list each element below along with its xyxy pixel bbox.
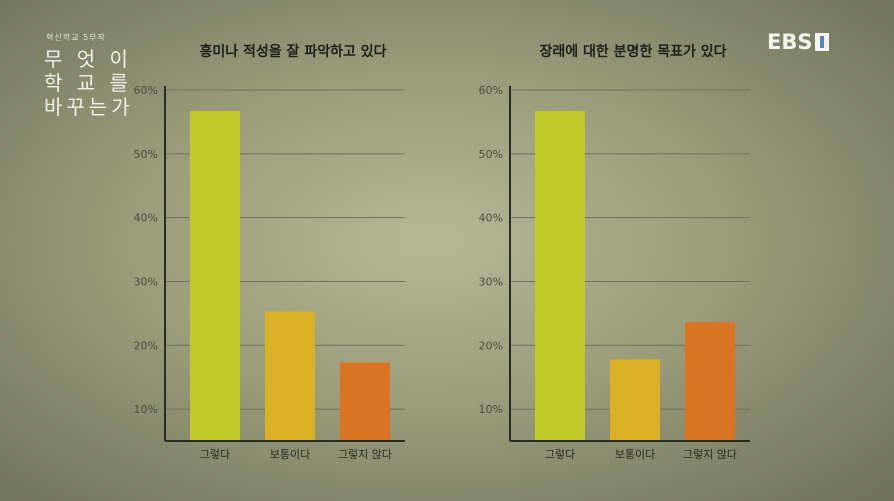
chart-2-category-label: 보통이다: [615, 448, 655, 461]
chart-1-bar: [190, 111, 240, 441]
chart-2-bar: [685, 322, 735, 441]
chart-1-tick-label: 40%: [134, 212, 158, 225]
ebs-logo: EBS: [767, 30, 830, 54]
chart-2-tick-label: 10%: [479, 403, 503, 416]
program-title-line-2: 학 교 를: [44, 71, 132, 95]
ebs-logo-text: EBS: [767, 30, 813, 54]
chart-1-tick-label: 20%: [134, 339, 158, 352]
chart-1-title: 흥미나 적성을 잘 파악하고 있다: [200, 43, 387, 60]
chart-1-category-label: 그렇지 않다: [338, 448, 392, 461]
ebs-logo-mark-icon: [815, 33, 830, 51]
chart-1-category-label: 그렇다: [200, 448, 230, 461]
chart-1-tick-label: 60%: [134, 84, 158, 97]
chart-1-category-label: 보통이다: [270, 448, 310, 461]
chart-1-bar: [265, 311, 315, 441]
chart-2-tick-label: 40%: [479, 212, 503, 225]
program-subtitle: 혁신학교 5부작: [46, 33, 106, 42]
chart-2-bar: [535, 111, 585, 441]
chart-2-tick-label: 60%: [479, 84, 503, 97]
chart-2-category-label: 그렇지 않다: [683, 448, 737, 461]
program-title-block: 혁신학교 5부작 무 엇 이 학 교 를 바꾸는가: [44, 32, 134, 119]
chart-1-tick-label: 10%: [134, 403, 158, 416]
chart-1-tick-label: 50%: [134, 148, 158, 161]
chart-2-tick-label: 30%: [479, 275, 503, 288]
program-title-line-3: 바꾸는가: [44, 95, 134, 119]
chart-2-title: 장래에 대한 분명한 목표가 있다: [540, 43, 727, 60]
chart-1-tick-label: 30%: [134, 275, 158, 288]
chart-1-bar: [340, 362, 390, 441]
chart-2-category-label: 그렇다: [545, 448, 575, 461]
chart-2-tick-label: 50%: [479, 148, 503, 161]
chart-2-tick-label: 20%: [479, 339, 503, 352]
program-title-line-1: 무 엇 이: [44, 47, 132, 71]
chart-2-bar: [610, 359, 660, 441]
